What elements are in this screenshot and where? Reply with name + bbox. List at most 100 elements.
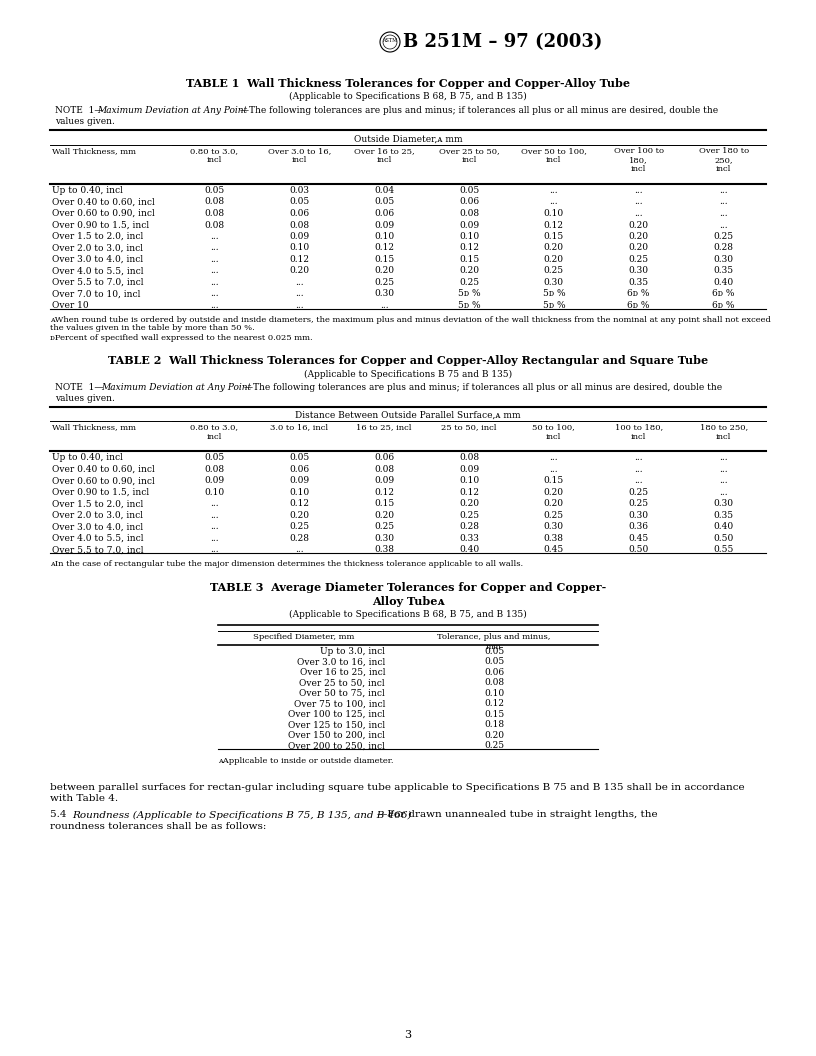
Text: 0.09: 0.09 <box>374 476 394 486</box>
Text: Over 1.5 to 2.0, incl: Over 1.5 to 2.0, incl <box>52 499 144 509</box>
Text: ...: ... <box>549 197 558 207</box>
Text: Over 3.0 to 4.0, incl: Over 3.0 to 4.0, incl <box>52 254 143 264</box>
Text: 0.20: 0.20 <box>290 266 309 276</box>
Text: 0.25: 0.25 <box>628 488 649 497</box>
Text: 0.12: 0.12 <box>290 254 309 264</box>
Text: 0.12: 0.12 <box>543 221 564 229</box>
Text: 5ᴅ %: 5ᴅ % <box>458 301 481 310</box>
Text: 0.09: 0.09 <box>459 465 479 474</box>
Text: Wall Thickness, mm: Wall Thickness, mm <box>52 423 136 432</box>
Text: ...: ... <box>379 301 388 310</box>
Text: ...: ... <box>634 186 643 195</box>
Text: 0.15: 0.15 <box>374 499 394 509</box>
Text: 0.40: 0.40 <box>713 278 734 287</box>
Text: 0.09: 0.09 <box>289 476 309 486</box>
Text: 0.15: 0.15 <box>374 254 394 264</box>
Text: ...: ... <box>210 289 219 299</box>
Text: 0.25: 0.25 <box>459 278 479 287</box>
Text: 0.35: 0.35 <box>628 278 649 287</box>
Text: ...: ... <box>210 511 219 520</box>
Text: ...: ... <box>719 186 728 195</box>
Text: 0.08: 0.08 <box>484 679 504 687</box>
Text: 180 to 250,
incl: 180 to 250, incl <box>699 423 747 440</box>
Text: 0.20: 0.20 <box>290 511 309 520</box>
Text: 0.06: 0.06 <box>484 668 504 677</box>
Text: ...: ... <box>634 465 643 474</box>
Text: 0.04: 0.04 <box>374 186 394 195</box>
Text: —For drawn unannealed tube in straight lengths, the: —For drawn unannealed tube in straight l… <box>377 811 658 819</box>
Text: 0.05: 0.05 <box>374 197 394 207</box>
Text: Over 7.0 to 10, incl: Over 7.0 to 10, incl <box>52 289 140 299</box>
Text: roundness tolerances shall be as follows:: roundness tolerances shall be as follows… <box>50 822 266 831</box>
Text: 0.06: 0.06 <box>374 209 394 218</box>
Text: 0.30: 0.30 <box>628 266 649 276</box>
Text: 0.10: 0.10 <box>459 232 479 241</box>
Text: TABLE 3  Average Diameter Tolerances for Copper and Copper-: TABLE 3 Average Diameter Tolerances for … <box>210 582 606 593</box>
Text: 0.25: 0.25 <box>484 741 504 751</box>
Text: NOTE  1—: NOTE 1— <box>55 383 106 393</box>
Text: mm: mm <box>486 643 502 650</box>
Text: 0.20: 0.20 <box>628 232 649 241</box>
Text: Over 200 to 250, incl: Over 200 to 250, incl <box>288 741 385 751</box>
Text: Specified Diameter, mm: Specified Diameter, mm <box>253 633 355 641</box>
Text: 0.12: 0.12 <box>459 488 479 497</box>
Text: ...: ... <box>719 197 728 207</box>
Text: ...: ... <box>210 523 219 531</box>
Text: 6ᴅ %: 6ᴅ % <box>712 289 735 299</box>
Text: Maximum Deviation at Any Point: Maximum Deviation at Any Point <box>97 106 247 115</box>
Text: Over 16 to 25, incl: Over 16 to 25, incl <box>299 668 385 677</box>
Text: 0.12: 0.12 <box>290 499 309 509</box>
Text: Over 0.90 to 1.5, incl: Over 0.90 to 1.5, incl <box>52 488 149 497</box>
Text: Over 0.60 to 0.90, incl: Over 0.60 to 0.90, incl <box>52 476 155 486</box>
Text: 0.20: 0.20 <box>543 244 564 252</box>
Text: Over 3.0 to 16, incl: Over 3.0 to 16, incl <box>297 658 385 666</box>
Text: 0.25: 0.25 <box>289 523 309 531</box>
Text: 0.05: 0.05 <box>204 453 224 463</box>
Text: Over 3.0 to 4.0, incl: Over 3.0 to 4.0, incl <box>52 523 143 531</box>
Text: Tolerance, plus and minus,: Tolerance, plus and minus, <box>437 633 551 641</box>
Text: —The following tolerances are plus and minus; if tolerances all plus or all minu: —The following tolerances are plus and m… <box>240 106 718 115</box>
Text: ...: ... <box>719 209 728 218</box>
Text: Over 50 to 100,
incl: Over 50 to 100, incl <box>521 147 587 164</box>
Text: 0.33: 0.33 <box>459 534 479 543</box>
Text: ᴀApplicable to inside or outside diameter.: ᴀApplicable to inside or outside diamete… <box>218 757 393 765</box>
Text: ...: ... <box>719 476 728 486</box>
Text: 0.28: 0.28 <box>459 523 479 531</box>
Text: 0.05: 0.05 <box>289 197 309 207</box>
Text: Over 50 to 75, incl: Over 50 to 75, incl <box>299 689 385 698</box>
Text: 0.10: 0.10 <box>484 689 504 698</box>
Text: ...: ... <box>210 546 219 554</box>
Text: ...: ... <box>295 289 304 299</box>
Text: Over 10: Over 10 <box>52 301 89 310</box>
Text: 0.20: 0.20 <box>459 499 479 509</box>
Text: with Table 4.: with Table 4. <box>50 794 118 804</box>
Text: ...: ... <box>549 186 558 195</box>
Text: 0.30: 0.30 <box>543 523 564 531</box>
Text: 0.30: 0.30 <box>375 289 394 299</box>
Text: 0.20: 0.20 <box>484 731 504 740</box>
Text: 0.15: 0.15 <box>484 710 504 719</box>
Text: 0.08: 0.08 <box>204 465 224 474</box>
Text: 0.30: 0.30 <box>713 499 734 509</box>
Text: Over 2.0 to 3.0, incl: Over 2.0 to 3.0, incl <box>52 511 143 520</box>
Text: 0.12: 0.12 <box>375 244 394 252</box>
Text: 0.12: 0.12 <box>484 699 504 709</box>
Text: 0.55: 0.55 <box>713 546 734 554</box>
Text: ...: ... <box>210 278 219 287</box>
Text: 16 to 25, incl: 16 to 25, incl <box>357 423 412 432</box>
Text: 5ᴅ %: 5ᴅ % <box>458 289 481 299</box>
Text: ...: ... <box>210 499 219 509</box>
Text: ...: ... <box>719 488 728 497</box>
Text: 0.25: 0.25 <box>543 511 564 520</box>
Text: 0.50: 0.50 <box>713 534 734 543</box>
Text: Alloy Tubeᴀ: Alloy Tubeᴀ <box>372 596 444 607</box>
Text: 0.40: 0.40 <box>459 546 479 554</box>
Text: 0.09: 0.09 <box>204 476 224 486</box>
Text: 0.05: 0.05 <box>289 453 309 463</box>
Text: NOTE  1—: NOTE 1— <box>55 106 104 115</box>
Text: Up to 0.40, incl: Up to 0.40, incl <box>52 453 123 463</box>
Text: 0.25: 0.25 <box>543 266 564 276</box>
Text: ...: ... <box>295 278 304 287</box>
Text: 0.30: 0.30 <box>543 278 564 287</box>
Text: —The following tolerances are plus and minus; if tolerances all plus or all minu: —The following tolerances are plus and m… <box>244 383 722 393</box>
